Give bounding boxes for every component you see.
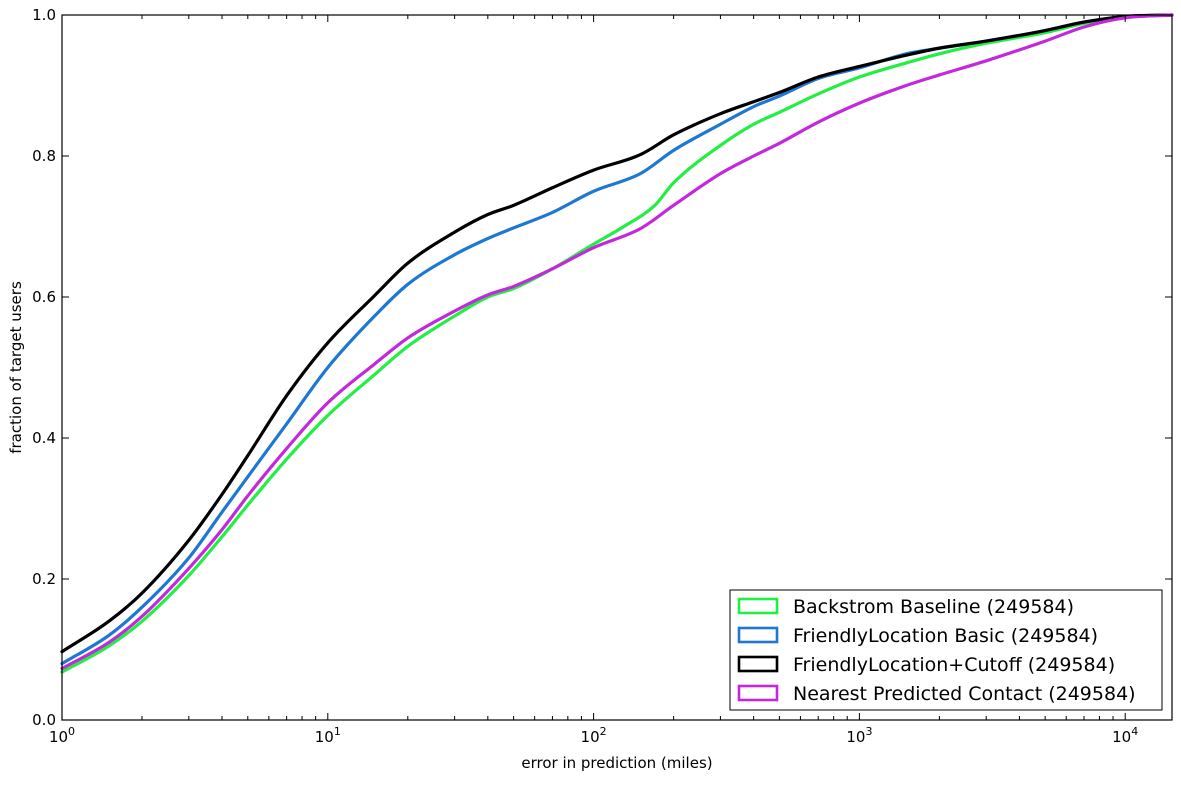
y-tick-label: 0.0 xyxy=(32,711,56,729)
x-tick-exponent: 2 xyxy=(600,725,607,738)
series-line-3 xyxy=(60,13,1174,654)
legend-box xyxy=(729,589,1163,711)
legend-label: FriendlyLocation+Cutoff (249584) xyxy=(793,654,1115,676)
plot-frame xyxy=(61,14,1173,721)
legend: Backstrom Baseline (249584) FriendlyLocat… xyxy=(729,589,1163,711)
x-tick-label: 100 xyxy=(49,725,75,746)
x-tick-label: 101 xyxy=(315,725,341,746)
series-line-1 xyxy=(60,13,1174,674)
x-tick-base: 10 xyxy=(49,728,68,746)
legend-swatch xyxy=(737,626,779,644)
x-tick-labels: 100 101 102 103 104 xyxy=(49,725,1138,746)
series-layer xyxy=(60,13,1174,674)
x-tick-exponent: 0 xyxy=(68,725,75,738)
y-axis-label: fraction of target users xyxy=(7,281,25,454)
x-tick-exponent: 1 xyxy=(334,725,341,738)
x-tick-label: 103 xyxy=(846,725,872,746)
x-tick-exponent: 3 xyxy=(865,725,872,738)
x-tick-base: 10 xyxy=(581,728,600,746)
y-tick-label: 0.2 xyxy=(32,570,56,588)
legend-swatch xyxy=(737,597,779,615)
x-tick-exponent: 4 xyxy=(1131,725,1138,738)
x-tick-base: 10 xyxy=(846,728,865,746)
y-tick-label: 1.0 xyxy=(32,6,56,24)
legend-label: FriendlyLocation Basic (249584) xyxy=(793,625,1098,647)
x-axis-label: error in prediction (miles) xyxy=(521,754,712,772)
y-tick-label: 0.8 xyxy=(32,147,56,165)
x-tick-label: 104 xyxy=(1112,725,1138,746)
legend-swatch xyxy=(737,655,779,673)
y-tick-label: 0.4 xyxy=(32,429,56,447)
x-tick-base: 10 xyxy=(315,728,334,746)
legend-label: Nearest Predicted Contact (249584) xyxy=(793,683,1136,705)
legend-swatch xyxy=(737,684,779,702)
x-tick-label: 102 xyxy=(581,725,607,746)
x-tick-base: 10 xyxy=(1112,728,1131,746)
legend-label: Backstrom Baseline (249584) xyxy=(793,596,1074,618)
y-tick-label: 0.6 xyxy=(32,288,56,306)
series-line-4 xyxy=(60,13,1174,671)
y-tick-labels: 0.0 0.2 0.4 0.6 0.8 1.0 xyxy=(32,6,56,729)
ticks-layer xyxy=(61,14,1172,721)
